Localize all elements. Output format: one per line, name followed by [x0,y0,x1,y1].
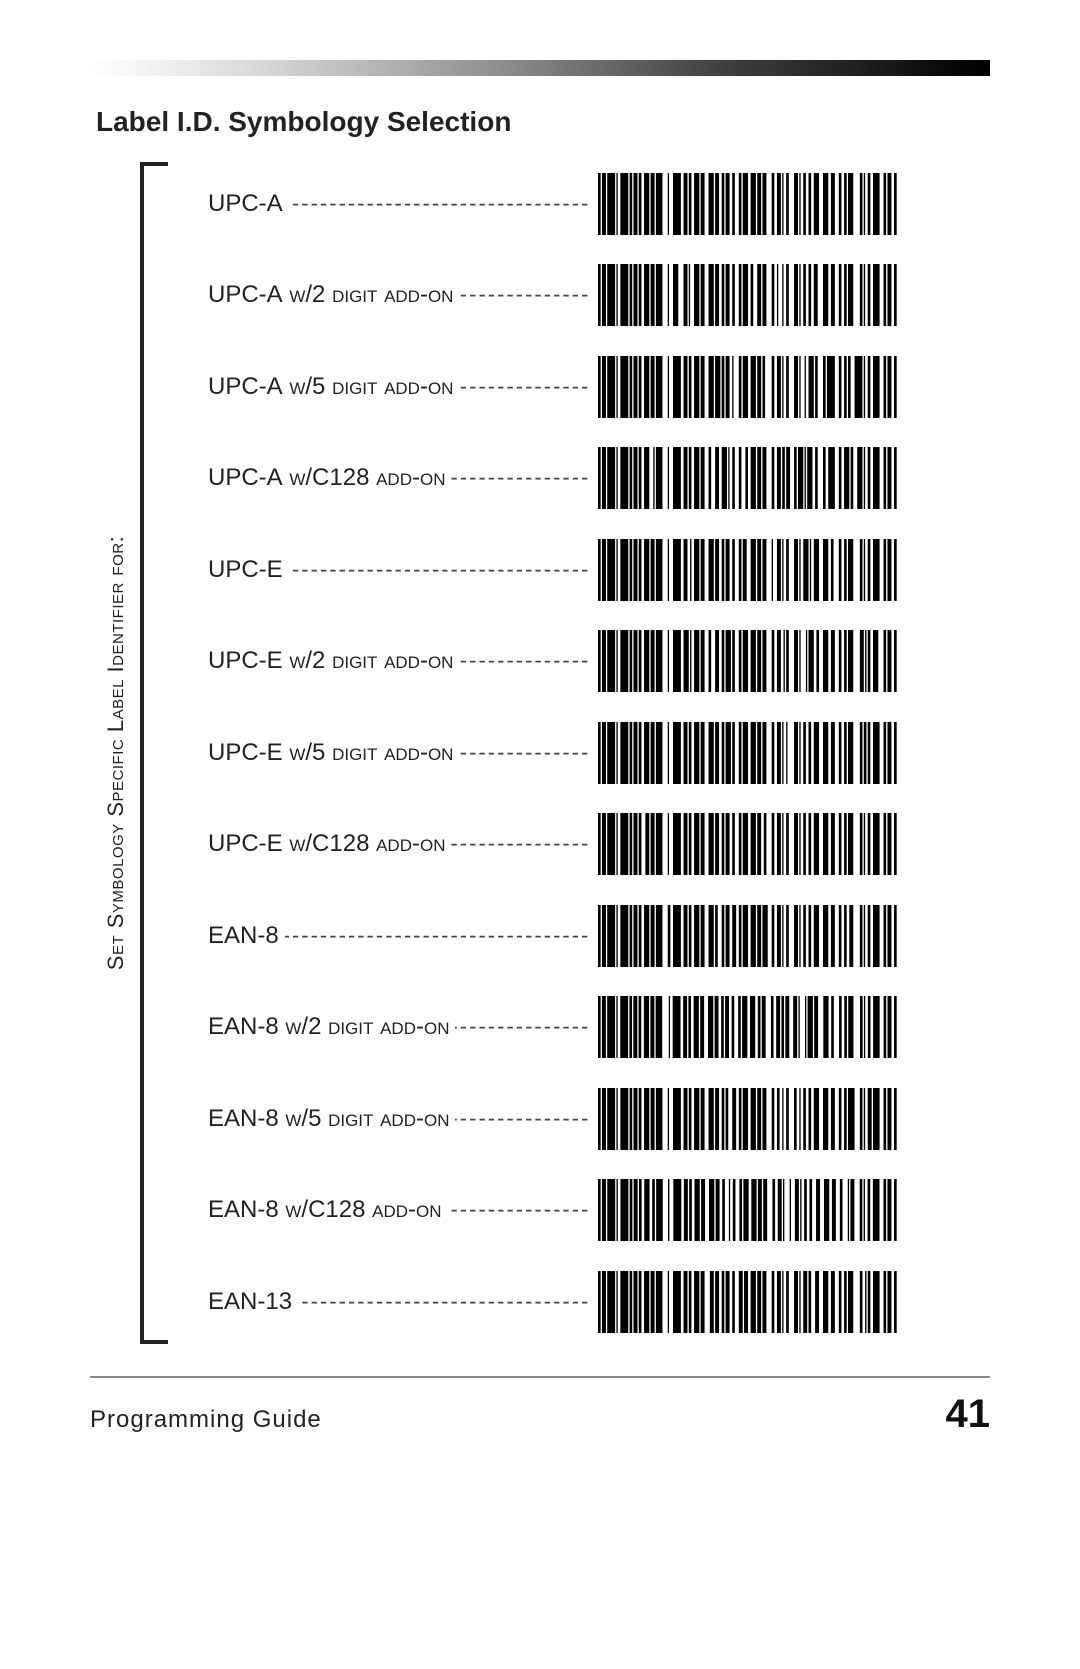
symbology-label-base: UPC-A [208,464,283,491]
symbology-label: UPC-E w/2 digit add-on [208,647,588,675]
symbology-label-text: UPC-E w/5 digit add-on [208,739,459,766]
symbology-label-suffix: w/C128 add-on [283,464,446,491]
barcode [598,447,898,509]
footer: Programming Guide 41 [90,1392,990,1437]
symbology-label-suffix: w/C128 add-on [279,1196,442,1223]
symbology-row: EAN-8 [208,890,990,982]
symbology-label-text: UPC-A w/C128 add-on [208,464,451,491]
symbology-label: EAN-8 w/2 digit add-on [208,1013,588,1041]
symbology-label-suffix: w/2 digit add-on [279,1013,450,1040]
symbology-label: UPC-A w/2 digit add-on [208,281,588,309]
symbology-label-text: UPC-A w/5 digit add-on [208,373,459,400]
page: Label I.D. Symbology Selection Set Symbo… [0,0,1080,1669]
symbology-row: UPC-A w/C128 add-on [208,433,990,525]
symbology-label-base: UPC-E [208,556,283,583]
symbology-label: UPC-A w/5 digit add-on [208,373,588,401]
symbology-label: EAN-8 [208,922,588,950]
barcode [598,905,898,967]
symbology-label-suffix: w/5 digit add-on [279,1105,450,1132]
barcode [598,722,898,784]
page-number: 41 [946,1392,991,1437]
symbology-label: UPC-A w/C128 add-on [208,464,588,492]
symbology-row: EAN-13 [208,1256,990,1348]
symbology-label-text: EAN-8 w/5 digit add-on [208,1105,455,1132]
symbology-label: UPC-E w/5 digit add-on [208,739,588,767]
symbology-label-suffix: w/2 digit add-on [283,647,454,674]
symbology-row: UPC-A w/2 digit add-on [208,250,990,342]
barcode [598,813,898,875]
symbology-label-base: UPC-E [208,739,283,766]
symbology-label-base: UPC-A [208,281,283,308]
symbology-row: UPC-E w/2 digit add-on [208,616,990,708]
symbology-label-text: UPC-A w/2 digit add-on [208,281,459,308]
barcode [598,264,898,326]
header-gradient-bar [90,60,990,76]
symbology-row: UPC-E w/C128 add-on [208,799,990,891]
symbology-label-text: UPC-E w/2 digit add-on [208,647,459,674]
barcode [598,356,898,418]
symbology-label: EAN-13 [208,1288,588,1316]
symbology-label-text: UPC-E w/C128 add-on [208,830,451,857]
symbology-label-text: EAN-8 w/2 digit add-on [208,1013,455,1040]
content-body: Set Symbology Specific Label Identifier … [90,158,990,1348]
symbology-label-text: EAN-8 [208,922,285,949]
symbology-label-base: EAN-13 [208,1288,292,1315]
symbology-label-suffix: w/2 digit add-on [283,281,454,308]
vertical-label: Set Symbology Specific Label Identifier … [103,536,129,970]
symbology-label-suffix: w/5 digit add-on [283,373,454,400]
symbology-label-base: UPC-A [208,373,283,400]
barcode [598,1179,898,1241]
symbology-row: UPC-A [208,158,990,250]
bracket-column: Set Symbology Specific Label Identifier … [90,158,182,1348]
symbology-row: EAN-8 w/5 digit add-on [208,1073,990,1165]
barcode [598,996,898,1058]
footer-rule [90,1376,990,1378]
barcode [598,1088,898,1150]
rows-column: UPC-AUPC-A w/2 digit add-onUPC-A w/5 dig… [182,158,990,1348]
symbology-label: EAN-8 w/C128 add-on [208,1196,588,1224]
section-title: Label I.D. Symbology Selection [96,106,990,138]
symbology-label: UPC-E [208,556,588,584]
symbology-row: UPC-E [208,524,990,616]
symbology-label-base: EAN-8 [208,1013,279,1040]
symbology-label: UPC-E w/C128 add-on [208,830,588,858]
symbology-label-suffix: w/5 digit add-on [283,739,454,766]
symbology-label-base: UPC-A [208,190,283,217]
symbology-label-base: UPC-E [208,830,283,857]
symbology-label: UPC-A [208,190,588,218]
barcode [598,173,898,235]
barcode [598,630,898,692]
symbology-label-suffix: w/C128 add-on [283,830,446,857]
symbology-row: UPC-E w/5 digit add-on [208,707,990,799]
symbology-row: UPC-A w/5 digit add-on [208,341,990,433]
symbology-row: EAN-8 w/2 digit add-on [208,982,990,1074]
symbology-label-base: EAN-8 [208,922,279,949]
symbology-row: EAN-8 w/C128 add-on [208,1165,990,1257]
symbology-label-text: EAN-8 w/C128 add-on [208,1196,448,1223]
barcode [598,1271,898,1333]
symbology-label-base: EAN-8 [208,1196,279,1223]
symbology-label-text: UPC-E [208,556,289,583]
symbology-label-base: EAN-8 [208,1105,279,1132]
footer-left-text: Programming Guide [90,1406,322,1434]
symbology-label-text: EAN-13 [208,1288,298,1315]
symbology-label: EAN-8 w/5 digit add-on [208,1105,588,1133]
symbology-label-text: UPC-A [208,190,289,217]
symbology-label-base: UPC-E [208,647,283,674]
barcode [598,539,898,601]
